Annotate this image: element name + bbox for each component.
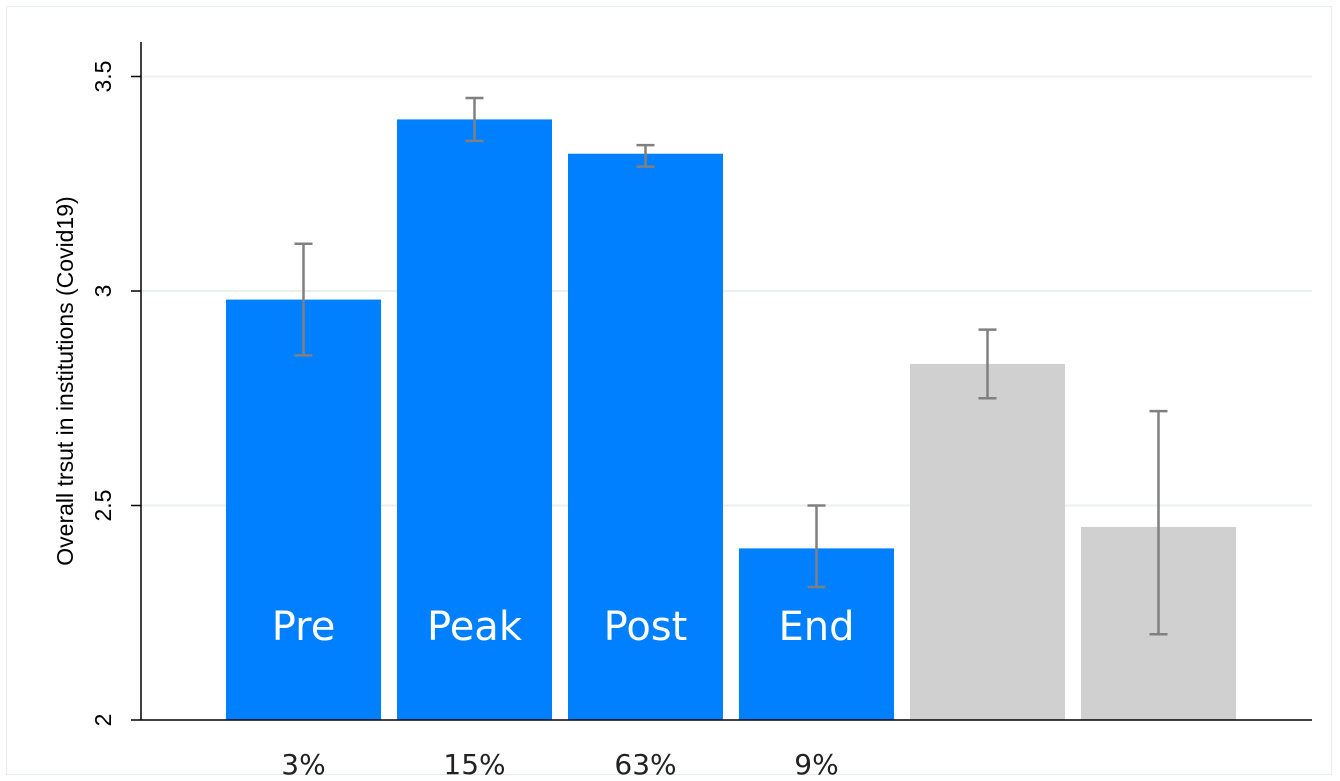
y-tick-label: 2 (90, 714, 116, 727)
bar (910, 363, 1065, 720)
bar-label: Post (604, 604, 688, 650)
y-ticks: 2 2.5 3 3.5 (90, 61, 141, 727)
error-bars (294, 96, 1168, 636)
percent-labels: 3% 15% 63% 9% (281, 748, 838, 781)
bar-label: Pre (272, 604, 336, 650)
bar (226, 299, 381, 720)
y-axis-label: Overall trsut in institutions (Covid19) (52, 196, 78, 565)
percent-label: 9% (794, 748, 838, 781)
y-tick-label: 3 (90, 285, 116, 298)
y-tick-label: 2.5 (90, 490, 116, 522)
y-tick-label: 3.5 (90, 61, 116, 93)
percent-label: 63% (614, 748, 676, 781)
bar-label: Peak (427, 604, 523, 650)
percent-label: 3% (281, 748, 325, 781)
bar-label: End (778, 604, 854, 650)
axes (140, 42, 1312, 721)
bar (568, 153, 723, 721)
bar-labels: Pre Peak Post End (272, 604, 855, 650)
percent-label: 15% (443, 748, 505, 781)
bars (226, 119, 1236, 721)
bar (397, 119, 552, 720)
